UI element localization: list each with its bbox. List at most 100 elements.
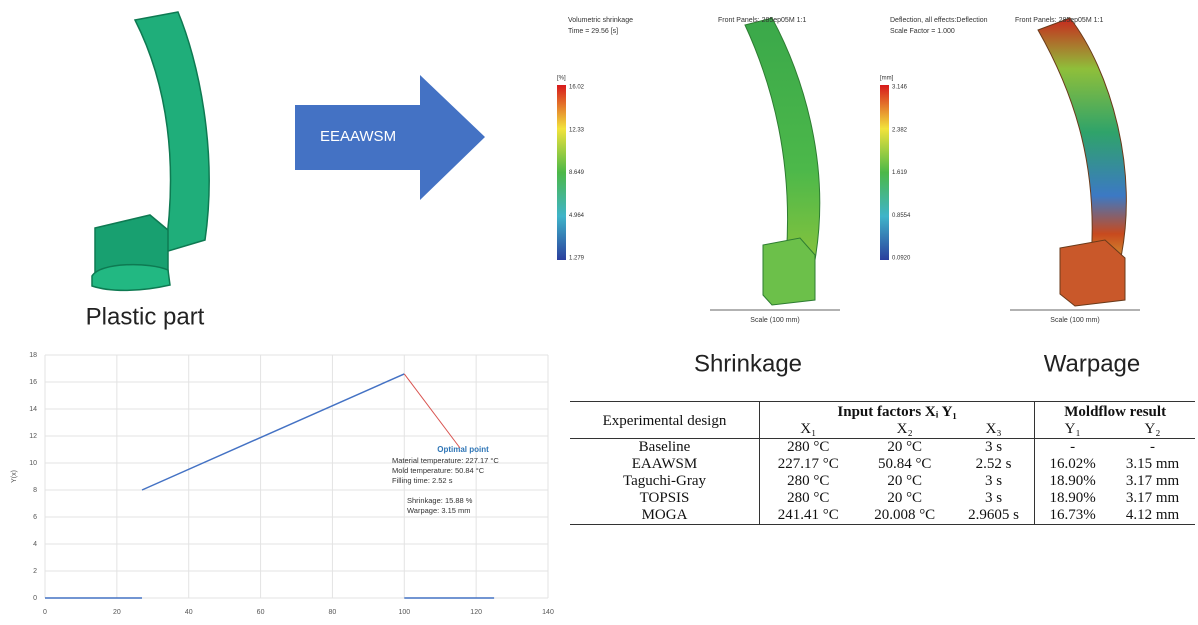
panel-view: Front Panels: 285ep05M 1:1 [1015, 17, 1103, 24]
x-tick-label: 20 [113, 609, 121, 616]
annotation-line: Warpage: 3.15 mm [407, 506, 471, 515]
y-tick-label: 18 [29, 352, 37, 359]
table-cell: - [1035, 439, 1110, 457]
table-cell: - [1110, 439, 1195, 457]
scale-tick: 3.146 [892, 85, 908, 91]
subheader-cell: X₂ [857, 421, 953, 439]
panel-subtitle: Scale Factor = 1.000 [890, 28, 955, 35]
table-cell: 3 s [953, 439, 1035, 457]
scale-label: Scale (100 mm) [750, 317, 799, 324]
panel-unit: [mm] [880, 76, 894, 82]
shrinkage-part-base [763, 238, 815, 305]
x-tick-label: 60 [257, 609, 265, 616]
subheader-cell: X₃ [953, 421, 1035, 439]
table-cell: 20.008 °C [857, 507, 953, 525]
plastic-part-label: Plastic part [86, 303, 205, 330]
scale-tick: 16.02 [569, 85, 585, 91]
x-tick-label: 100 [398, 609, 410, 616]
annotation-line: Filling time: 2.52 s [392, 476, 453, 485]
table-cell: 4.12 mm [1110, 507, 1195, 525]
table-cell: 50.84 °C [857, 456, 953, 473]
table-cell: 280 °C [760, 490, 857, 507]
table-cell: TOPSIS [570, 490, 760, 507]
arrow-label: EEAAWSM [320, 128, 396, 145]
warpage-part-base [1060, 240, 1125, 306]
header-cell: Moldflow result [1035, 402, 1195, 422]
table-cell: 16.73% [1035, 507, 1110, 525]
figure: Plastic part EEAAWSM Volumetric shrinkag… [0, 0, 1198, 625]
result-label: Warpage [1044, 350, 1141, 377]
subheader-cell: Y₁ [1035, 421, 1110, 439]
table-cell: 2.52 s [953, 456, 1035, 473]
annotation-connector [404, 374, 460, 448]
table-cell: 227.17 °C [760, 456, 857, 473]
table-cell: 20 °C [857, 473, 953, 490]
table-cell: 18.90% [1035, 473, 1110, 490]
y-tick-label: 14 [29, 406, 37, 413]
y-tick-label: 0 [33, 595, 37, 602]
table-cell: 241.41 °C [760, 507, 857, 525]
x-tick-label: 80 [329, 609, 337, 616]
table-cell: 280 °C [760, 439, 857, 457]
scale-tick: 8.649 [569, 170, 585, 176]
scale-tick: 0.8554 [892, 213, 911, 219]
scale-tick: 1.619 [892, 170, 908, 176]
annotation-line: Material temperature: 227.17 °C [392, 456, 499, 465]
scale-tick: 0.0920 [892, 256, 911, 262]
table-cell: Taguchi-Gray [570, 473, 760, 490]
subheader-cell: X₁ [760, 421, 857, 439]
header-cell: Experimental design [570, 402, 760, 439]
result-label: Shrinkage [694, 350, 802, 377]
x-tick-label: 0 [43, 609, 47, 616]
table-cell: 2.9605 s [953, 507, 1035, 525]
warpage-part [1038, 18, 1126, 272]
shrinkage-part [745, 18, 820, 270]
line [45, 374, 494, 598]
y-tick-label: 4 [33, 541, 37, 548]
panel-title: Deflection, all effects:Deflection [890, 17, 988, 24]
x-tick-label: 40 [185, 609, 193, 616]
table-cell: 20 °C [857, 490, 953, 507]
table-cell: Baseline [570, 439, 760, 457]
panel-title: Volumetric shrinkage [568, 17, 633, 24]
panel-unit: [%] [557, 76, 566, 82]
table-cell: 280 °C [760, 473, 857, 490]
header-cell: Input factors Xᵢ Y₁ [760, 402, 1035, 422]
scale-tick: 1.279 [569, 256, 585, 262]
annotation-line: Shrinkage: 15.88 % [407, 496, 473, 505]
y-tick-label: 6 [33, 514, 37, 521]
y-axis-label: Y(x) [11, 470, 18, 483]
table-cell: 3.15 mm [1110, 456, 1195, 473]
y-tick-label: 16 [29, 379, 37, 386]
table-cell: 18.90% [1035, 490, 1110, 507]
scale-tick: 4.964 [569, 213, 585, 219]
scale-tick: 12.33 [569, 127, 585, 133]
table-cell: 3 s [953, 473, 1035, 490]
table-cell: EAAWSM [570, 456, 760, 473]
table-cell: 3.17 mm [1110, 490, 1195, 507]
table-cell: 3 s [953, 490, 1035, 507]
scale-tick: 2.382 [892, 127, 908, 133]
page: {"plastic_part_label": "Plastic part", "… [0, 0, 1198, 625]
y-tick-label: 10 [29, 460, 37, 467]
plastic-part [92, 12, 209, 290]
color-bar [880, 85, 889, 260]
x-tick-label: 120 [470, 609, 482, 616]
x-tick-label: 140 [542, 609, 554, 616]
annotation-line: Mold temperature: 50.84 °C [392, 466, 485, 475]
scale-label: Scale (100 mm) [1050, 317, 1099, 324]
y-tick-label: 8 [33, 487, 37, 494]
table-cell: 16.02% [1035, 456, 1110, 473]
panel-subtitle: Time = 29.56 [s] [568, 28, 618, 35]
color-bar [557, 85, 566, 260]
panel-view: Front Panels: 285ep05M 1:1 [718, 17, 806, 24]
y-tick-label: 2 [33, 568, 37, 575]
subheader-cell: Y₂ [1110, 421, 1195, 439]
